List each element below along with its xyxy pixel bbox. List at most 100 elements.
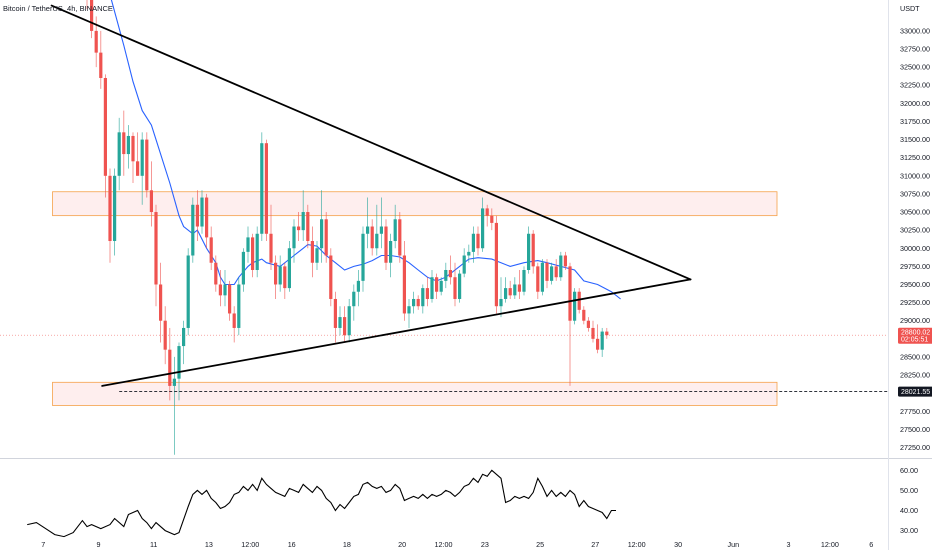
candle[interactable] <box>163 306 167 365</box>
candle[interactable] <box>324 212 328 263</box>
candle[interactable] <box>605 327 609 339</box>
candle[interactable] <box>439 277 443 296</box>
candle[interactable] <box>154 204 158 307</box>
candle[interactable] <box>559 251 563 281</box>
candle[interactable] <box>600 327 604 357</box>
candle[interactable] <box>122 110 126 176</box>
candle[interactable] <box>366 197 370 249</box>
candle[interactable] <box>297 212 301 242</box>
candle[interactable] <box>499 277 503 318</box>
candle[interactable] <box>384 219 388 270</box>
candle[interactable] <box>504 277 508 303</box>
candle[interactable] <box>361 226 365 292</box>
candle[interactable] <box>494 215 498 314</box>
candle[interactable] <box>113 168 117 256</box>
candle[interactable] <box>131 132 135 184</box>
candle[interactable] <box>481 197 485 252</box>
candle[interactable] <box>246 226 250 263</box>
candle[interactable] <box>430 269 434 303</box>
candle[interactable] <box>490 208 494 231</box>
candles-layer[interactable] <box>85 0 609 455</box>
candle[interactable] <box>527 226 531 274</box>
candle[interactable] <box>356 269 360 307</box>
candle[interactable] <box>517 269 521 299</box>
candle[interactable] <box>223 269 227 307</box>
candle[interactable] <box>103 74 107 198</box>
candle[interactable] <box>283 262 287 299</box>
candle[interactable] <box>108 168 112 263</box>
candle[interactable] <box>310 226 314 278</box>
candle[interactable] <box>573 288 577 325</box>
candle[interactable] <box>522 266 526 296</box>
candle[interactable] <box>412 291 416 314</box>
candle[interactable] <box>476 226 480 256</box>
candle[interactable] <box>444 262 448 289</box>
candle[interactable] <box>343 306 347 343</box>
candle[interactable] <box>306 204 310 249</box>
candle[interactable] <box>416 295 420 310</box>
candle[interactable] <box>338 306 342 336</box>
candle[interactable] <box>255 226 259 278</box>
candle[interactable] <box>168 327 172 401</box>
candle[interactable] <box>159 262 163 343</box>
candle[interactable] <box>237 277 241 336</box>
candle[interactable] <box>117 117 121 191</box>
candle[interactable] <box>398 212 402 263</box>
candle[interactable] <box>126 125 130 169</box>
candle[interactable] <box>251 233 255 278</box>
candle[interactable] <box>591 320 595 343</box>
candle[interactable] <box>458 269 462 303</box>
candle[interactable] <box>485 204 489 227</box>
candle[interactable] <box>241 248 245 292</box>
candle[interactable] <box>140 132 144 205</box>
candle[interactable] <box>329 248 333 307</box>
candle[interactable] <box>467 244 471 263</box>
candle[interactable] <box>435 273 439 299</box>
candle[interactable] <box>149 161 153 227</box>
candle[interactable] <box>586 317 590 332</box>
candle[interactable] <box>274 255 278 299</box>
candle[interactable] <box>563 251 567 270</box>
candle[interactable] <box>214 255 218 292</box>
candle[interactable] <box>550 262 554 285</box>
candle[interactable] <box>536 262 540 299</box>
candle[interactable] <box>471 226 475 263</box>
candle[interactable] <box>508 280 512 299</box>
candle[interactable] <box>554 259 558 281</box>
candle[interactable] <box>136 132 140 176</box>
candle[interactable] <box>448 255 452 285</box>
candle[interactable] <box>301 190 305 242</box>
candle[interactable] <box>596 324 600 354</box>
candle[interactable] <box>540 259 544 296</box>
candle[interactable] <box>292 219 296 263</box>
candle[interactable] <box>545 259 549 289</box>
candle[interactable] <box>379 197 383 249</box>
candle[interactable] <box>205 193 209 249</box>
candle[interactable] <box>333 291 337 343</box>
candle[interactable] <box>352 284 356 321</box>
candle[interactable] <box>568 262 572 386</box>
candle[interactable] <box>218 269 222 307</box>
candle[interactable] <box>145 132 149 198</box>
candle[interactable] <box>99 30 103 89</box>
candle[interactable] <box>182 320 186 365</box>
candle[interactable] <box>453 262 457 307</box>
candle[interactable] <box>425 277 429 307</box>
candle[interactable] <box>347 298 351 343</box>
candle[interactable] <box>577 288 581 314</box>
candle[interactable] <box>191 197 195 263</box>
candle[interactable] <box>278 255 282 292</box>
candle[interactable] <box>407 298 411 328</box>
candle[interactable] <box>195 190 199 242</box>
candle[interactable] <box>269 204 273 270</box>
candle[interactable] <box>389 233 393 278</box>
candle[interactable] <box>531 230 535 274</box>
candle[interactable] <box>90 0 94 39</box>
candle[interactable] <box>320 190 324 263</box>
candle[interactable] <box>287 241 291 292</box>
candle[interactable] <box>375 204 379 256</box>
candle[interactable] <box>228 280 232 321</box>
candle[interactable] <box>260 132 264 242</box>
candle[interactable] <box>582 306 586 325</box>
candle[interactable] <box>370 219 374 256</box>
